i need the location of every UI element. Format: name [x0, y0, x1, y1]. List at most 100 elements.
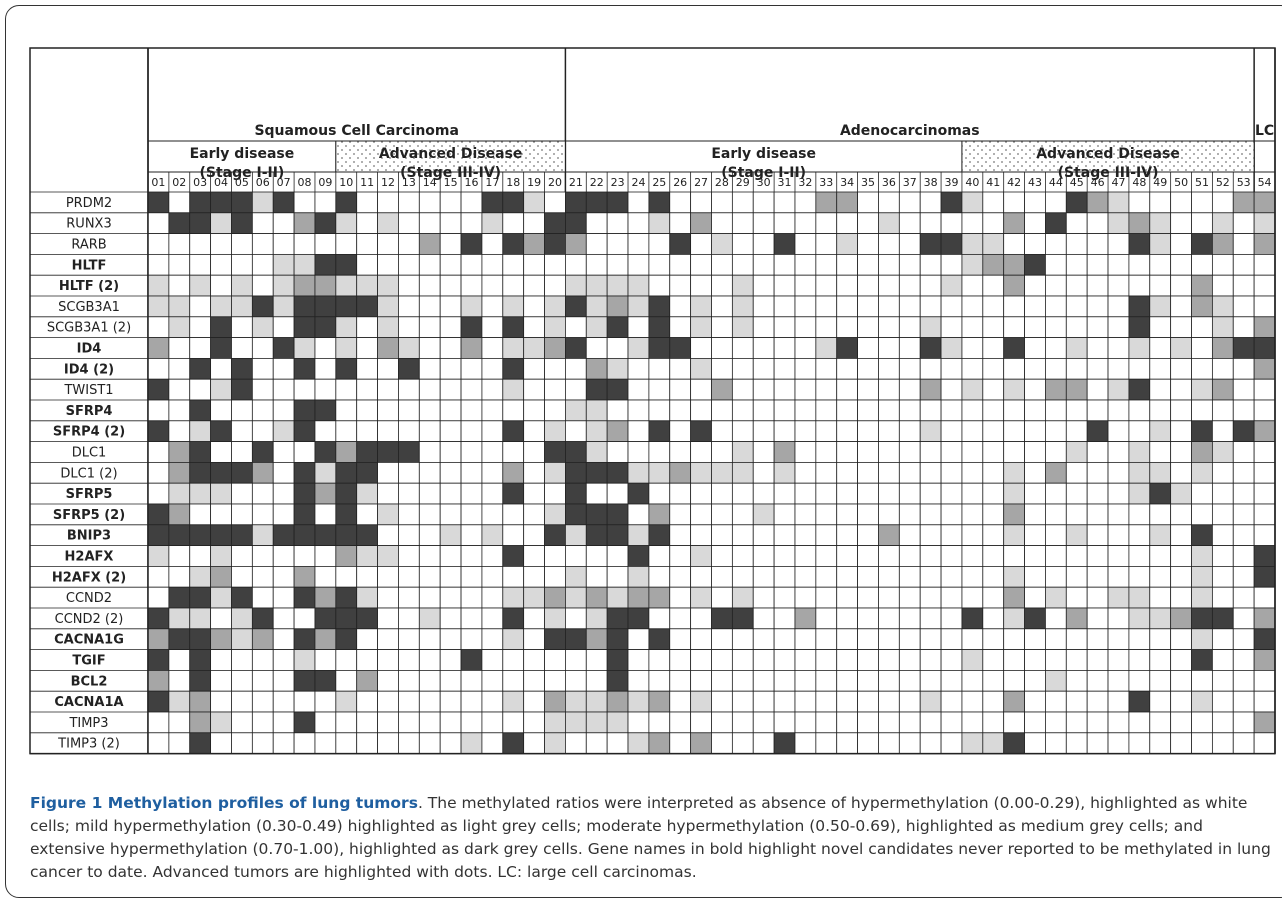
methylation-cell [1232, 586, 1255, 609]
methylation-cell [168, 378, 191, 401]
methylation-cell [585, 670, 608, 692]
methylation-cell [1170, 482, 1192, 505]
methylation-cell [565, 566, 587, 588]
methylation-cell [1149, 316, 1172, 338]
methylation-cell [544, 628, 566, 650]
methylation-cell [1003, 212, 1025, 235]
methylation-cell [523, 399, 545, 422]
methylation-cell [502, 607, 525, 630]
methylation-cell [293, 378, 316, 401]
column-label: 19 [527, 176, 541, 189]
methylation-cell [585, 607, 608, 630]
methylation-cell [314, 378, 337, 401]
methylation-cell [1045, 461, 1067, 484]
methylation-cell [1065, 670, 1088, 692]
methylation-cell [335, 233, 358, 255]
methylation-cell [857, 378, 879, 401]
methylation-cell [773, 503, 796, 526]
methylation-cell [481, 420, 504, 442]
methylation-cell [794, 316, 817, 338]
methylation-cell [1065, 441, 1088, 463]
methylation-cell [690, 566, 712, 588]
methylation-cell [1107, 420, 1130, 442]
methylation-cell [314, 524, 337, 546]
methylation-cell [1253, 503, 1276, 526]
methylation-cell [1045, 274, 1067, 297]
methylation-cell [940, 441, 963, 463]
methylation-cell [418, 482, 441, 505]
methylation-cell [1149, 628, 1172, 650]
methylation-cell [272, 628, 295, 650]
methylation-cell [752, 711, 775, 734]
column-label: 54 [1258, 176, 1272, 189]
methylation-cell [272, 316, 295, 338]
methylation-cell [1211, 690, 1234, 713]
subgroup-label: Early disease [190, 146, 295, 162]
methylation-cell [147, 586, 170, 609]
methylation-cell [606, 212, 629, 235]
methylation-cell [961, 649, 984, 671]
methylation-cell [1024, 711, 1046, 734]
methylation-cell [585, 316, 608, 338]
methylation-cell [523, 233, 545, 255]
methylation-cell [251, 461, 274, 484]
methylation-cell [982, 524, 1005, 546]
methylation-cell [690, 274, 712, 297]
methylation-cell [544, 191, 566, 214]
subgroup-label: (Stage I-II) [721, 165, 806, 181]
methylation-cell [147, 711, 170, 734]
methylation-cell [335, 503, 358, 526]
methylation-cell [251, 545, 274, 567]
methylation-cell [439, 482, 462, 505]
methylation-cell [1211, 524, 1234, 546]
methylation-cell [314, 545, 337, 567]
methylation-cell [773, 441, 796, 463]
methylation-cell [1232, 399, 1255, 422]
methylation-cell [669, 628, 692, 650]
methylation-cell [1211, 732, 1234, 754]
gene-label: BNIP3 [67, 529, 111, 544]
column-label: 49 [1153, 176, 1167, 189]
methylation-cell [1024, 191, 1046, 214]
dotted-area [335, 141, 566, 172]
methylation-cell [272, 545, 295, 567]
methylation-cell [1170, 420, 1192, 442]
methylation-cell [940, 212, 963, 235]
methylation-cell [1170, 607, 1192, 630]
methylation-cell [1065, 316, 1088, 338]
methylation-cell [293, 566, 316, 588]
methylation-cell [836, 482, 858, 505]
methylation-cell [836, 503, 858, 526]
methylation-cell [648, 545, 671, 567]
column-label: 51 [1195, 176, 1209, 189]
methylation-cell [168, 441, 191, 463]
methylation-cell [961, 191, 984, 214]
methylation-cell [1128, 337, 1151, 359]
methylation-cell [606, 482, 629, 505]
methylation-cell [335, 316, 358, 338]
group-label: Adenocarcinomas [840, 123, 980, 139]
methylation-cell [982, 253, 1005, 276]
methylation-cell [857, 274, 879, 297]
methylation-cell [398, 191, 420, 214]
methylation-cell [961, 732, 984, 754]
methylation-cell [1232, 316, 1255, 338]
methylation-cell [606, 690, 629, 713]
methylation-cell [210, 732, 232, 754]
methylation-cell [585, 212, 608, 235]
methylation-cell [335, 586, 358, 609]
methylation-cell [794, 399, 817, 422]
methylation-cell [293, 732, 316, 754]
methylation-cell [1065, 233, 1088, 255]
methylation-cell [335, 441, 358, 463]
methylation-cell [773, 399, 796, 422]
methylation-cell [314, 212, 337, 235]
methylation-cell [627, 191, 650, 214]
methylation-cell [189, 690, 212, 713]
methylation-cell [1253, 711, 1276, 734]
methylation-cell [1253, 586, 1276, 609]
methylation-cell [1107, 191, 1130, 214]
methylation-cell [1128, 399, 1151, 422]
methylation-cell [815, 357, 838, 380]
